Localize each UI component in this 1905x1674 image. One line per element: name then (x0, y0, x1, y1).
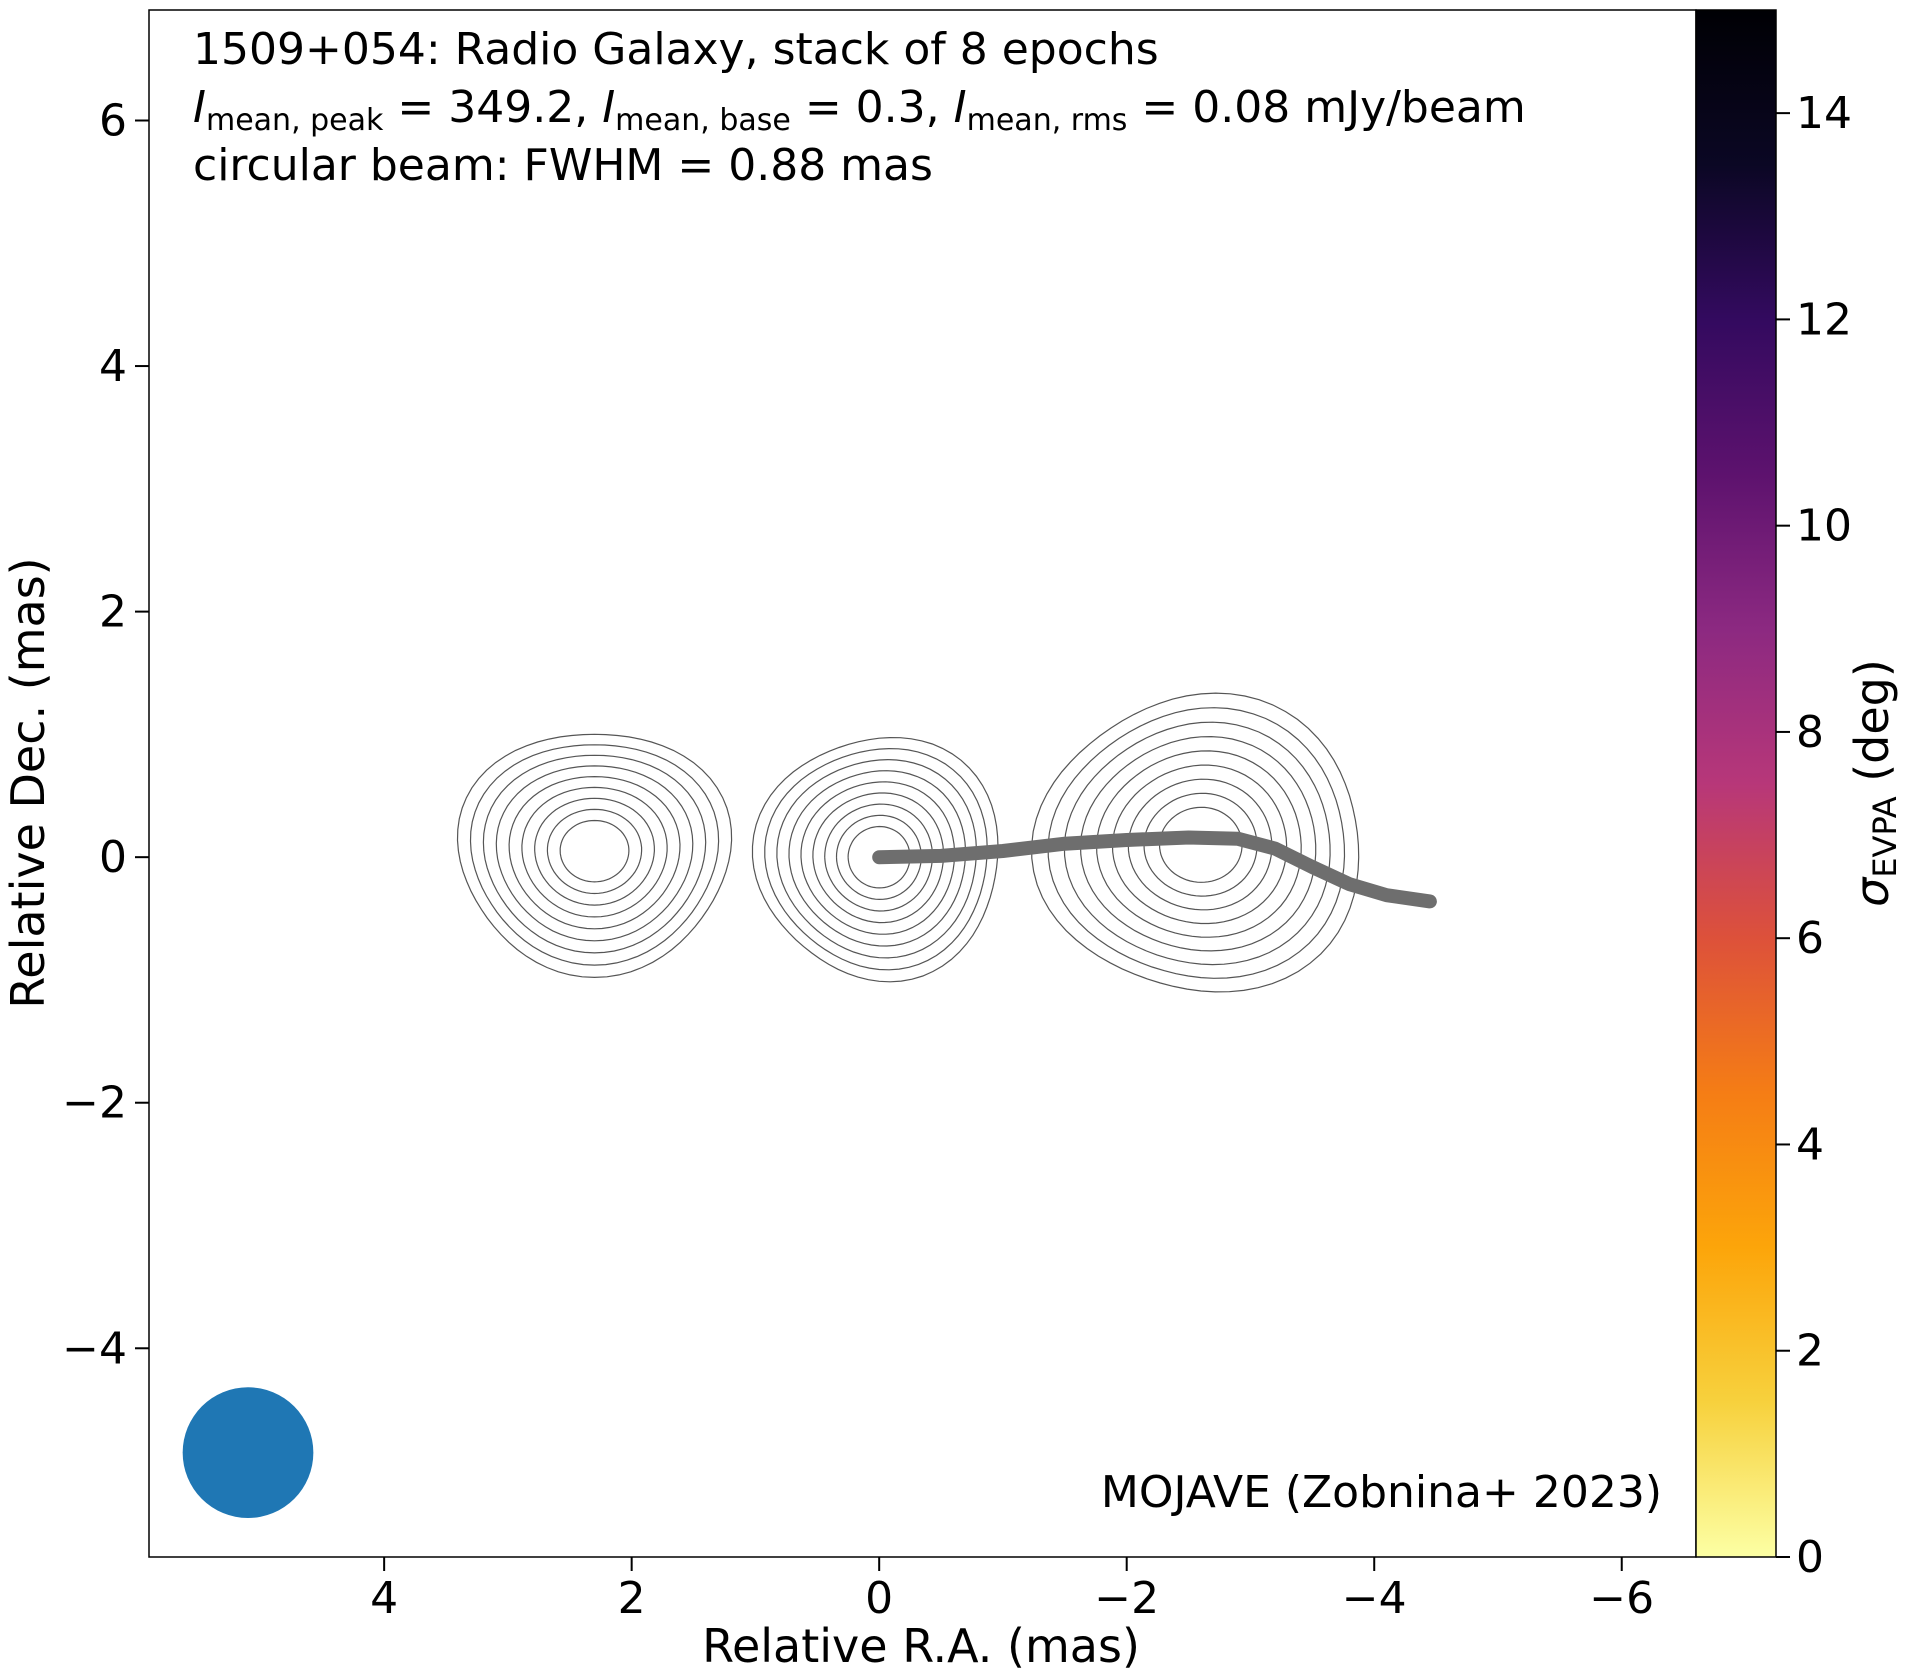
x-tick-label: −6 (1589, 1573, 1654, 1624)
y-tick-label: −4 (62, 1323, 127, 1374)
colorbar-label-symbol: σ (1845, 876, 1899, 907)
contour-line (521, 786, 668, 918)
title-line-2-part: mean, rms (967, 103, 1128, 138)
x-axis-ticks: 4 2 0 −2 −4 −6 (370, 1557, 1654, 1624)
title-line-2-part: I (954, 82, 967, 133)
title-line-2-part: I (602, 82, 615, 133)
colorbar-tick-label: 10 (1796, 501, 1852, 552)
contour-line (559, 819, 630, 883)
colorbar-tick-label: 2 (1796, 1326, 1824, 1377)
title-line-2-part: mean, peak (206, 103, 384, 138)
plot-area (149, 10, 1696, 1557)
contour-line (469, 744, 720, 966)
colorbar-tick-label: 12 (1796, 294, 1852, 345)
contour-line (508, 775, 681, 930)
contour-line (534, 797, 656, 906)
colorbar-label-sub: EVPA (1866, 796, 1904, 877)
y-tick-label: −2 (62, 1078, 127, 1129)
colorbar-tick-label: 4 (1796, 1119, 1824, 1170)
y-tick-label: 6 (99, 96, 127, 147)
x-tick-label: −4 (1342, 1573, 1407, 1624)
x-tick-label: 4 (370, 1573, 398, 1624)
contour-line (546, 808, 643, 895)
y-axis-ticks: −4 −2 0 2 4 6 (62, 96, 149, 1374)
colorbar-label: σEVPA (deg) (1845, 659, 1904, 907)
title-line-2-part: mean, base (615, 103, 791, 138)
x-tick-label: −2 (1094, 1573, 1159, 1624)
title-line-2-part: = 349.2, (383, 82, 602, 133)
colorbar-tick-label: 14 (1796, 88, 1852, 139)
y-axis-label: Relative Dec. (mas) (1, 557, 55, 1008)
ridge-line (872, 830, 1437, 909)
contour-line (456, 733, 733, 979)
title-line-2: Imean, peak = 349.2, Imean, base = 0.3, … (193, 82, 1526, 138)
title-line-2-part: = 0.3, (791, 82, 954, 133)
y-tick-label: 2 (99, 587, 127, 638)
title-line-2-part: I (193, 82, 206, 133)
x-tick-label: 2 (618, 1573, 646, 1624)
contour-line (1096, 750, 1302, 938)
beam-layer (182, 1387, 314, 1518)
title-line-2-part: = 0.08 mJy/beam (1127, 82, 1525, 133)
title-line-3: circular beam: FWHM = 0.88 mas (193, 140, 933, 191)
colorbar-tick-label: 8 (1796, 707, 1824, 758)
x-axis-label: Relative R.A. (mas) (702, 1619, 1140, 1673)
colorbar-label-unit: (deg) (1845, 659, 1899, 796)
y-tick-label: 4 (99, 341, 127, 392)
beam-circle (182, 1387, 314, 1518)
credit-label: MOJAVE (Zobnina+ 2023) (1101, 1467, 1662, 1518)
contour-line (1047, 707, 1346, 979)
colorbar-ticks: 0 2 4 6 8 10 12 14 (1776, 88, 1852, 1583)
contour-line (1111, 764, 1288, 925)
colorbar-tick-label: 0 (1796, 1532, 1824, 1583)
colorbar (1695, 9, 1777, 1558)
contour-line (1079, 735, 1317, 952)
contour-line (482, 754, 707, 954)
contour-line (1031, 692, 1360, 993)
y-tick-label: 0 (99, 832, 127, 883)
ridge-line-layer (872, 830, 1437, 909)
contour-line (495, 765, 694, 942)
x-tick-label: 0 (865, 1573, 893, 1624)
title-line-1: 1509+054: Radio Galaxy, stack of 8 epoch… (193, 24, 1159, 75)
colorbar-tick-label: 6 (1796, 913, 1824, 964)
contour-line (1063, 721, 1331, 966)
